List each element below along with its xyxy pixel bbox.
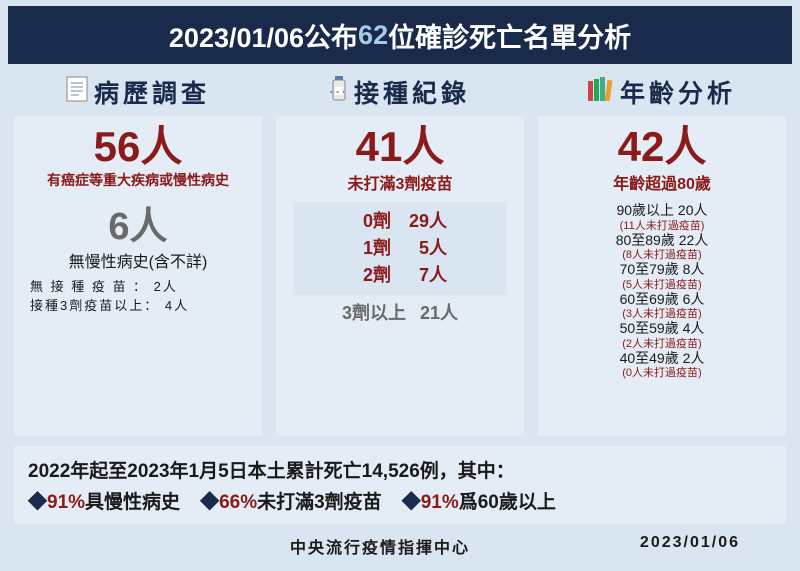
age-note: (8人未打過疫苗): [556, 249, 768, 261]
header-age: 年齡分析: [538, 74, 786, 110]
medical-sub-caption: 無慢性病史(含不詳): [24, 248, 252, 272]
col-medical: 56人 有癌症等重大疾病或慢性病史 6人 無慢性病史(含不詳) 無 接 種 疫 …: [14, 116, 262, 436]
age-row: 80至89歲 22人: [556, 232, 768, 250]
header-vaccine-text: 接種紀錄: [354, 74, 470, 110]
age-main-count: 42人: [548, 126, 776, 168]
age-row: 40至49歲 2人: [556, 350, 768, 368]
books-icon: [588, 77, 614, 108]
footer-date: 2023/01/06: [640, 534, 740, 558]
summary-item: ◆66%未打滿3劑疫苗: [200, 487, 382, 514]
col-vaccine: 41人 未打滿3劑疫苗 0劑29人 1劑5人 2劑7人 3劑以上 21人: [276, 116, 524, 436]
footer: 中央流行疫情指揮中心 2023/01/06: [0, 524, 800, 558]
summary-box: 2022年起至2023年1月5日本土累計死亡14,526例，其中： ◆91%具慢…: [14, 446, 786, 524]
age-main-caption: 年齡超過80歲: [548, 170, 776, 194]
medical-detail-1: 無 接 種 疫 苗 ： 2人: [24, 276, 252, 295]
header-age-text: 年齡分析: [620, 74, 736, 110]
age-row: 60至69歲 6人: [556, 291, 768, 309]
dose-row: 2劑7人: [294, 262, 506, 289]
dose-row: 1劑5人: [294, 235, 506, 262]
footer-org: 中央流行疫情指揮中心: [0, 534, 640, 558]
document-icon: [66, 76, 88, 109]
summary-item: ◆91%爲60歲以上: [402, 487, 556, 514]
age-note: (2人未打過疫苗): [556, 338, 768, 350]
age-note: (5人未打過疫苗): [556, 279, 768, 291]
age-note: (3人未打過疫苗): [556, 308, 768, 320]
title-count: 62: [358, 20, 388, 51]
title-suffix: 位確診死亡名單分析: [388, 16, 631, 55]
title-prefix: 2023/01/06公布: [169, 16, 358, 55]
age-row: 70至79歲 8人: [556, 261, 768, 279]
age-list: 90歲以上 20人 (11人未打過疫苗) 80至89歲 22人 (8人未打過疫苗…: [548, 202, 776, 380]
header-medical: 病歷調查: [14, 74, 262, 110]
summary-title: 2022年起至2023年1月5日本土累計死亡14,526例，其中：: [28, 456, 772, 483]
dose-box: 0劑29人 1劑5人 2劑7人: [294, 202, 506, 295]
vaccine-vial-icon: Vaccine: [330, 76, 348, 109]
medical-sub-count: 6人: [24, 208, 252, 246]
vaccine-main-count: 41人: [286, 126, 514, 168]
medical-detail-2: 接種3劑疫苗以上： 4人: [24, 295, 252, 314]
summary-item: ◆91%具慢性病史: [28, 487, 180, 514]
svg-text:Vaccine: Vaccine: [330, 89, 348, 94]
age-row: 90歲以上 20人: [556, 202, 768, 220]
vaccine-main-caption: 未打滿3劑疫苗: [286, 170, 514, 194]
dose-over3: 3劑以上 21人: [286, 299, 514, 325]
medical-main-count: 56人: [24, 126, 252, 168]
summary-row: ◆91%具慢性病史 ◆66%未打滿3劑疫苗 ◆91%爲60歲以上: [28, 487, 772, 514]
medical-main-caption: 有癌症等重大疾病或慢性病史: [24, 170, 252, 190]
col-age: 42人 年齡超過80歲 90歲以上 20人 (11人未打過疫苗) 80至89歲 …: [538, 116, 786, 436]
columns: 56人 有癌症等重大疾病或慢性病史 6人 無慢性病史(含不詳) 無 接 種 疫 …: [14, 116, 786, 436]
title-bar: 2023/01/06公布 62 位確診死亡名單分析: [8, 6, 792, 64]
dose-row: 0劑29人: [294, 208, 506, 235]
age-note: (11人未打過疫苗): [556, 220, 768, 232]
header-medical-text: 病歷調查: [94, 74, 210, 110]
age-note: (0人未打過疫苗): [556, 367, 768, 379]
section-headers: 病歷調查 Vaccine 接種紀錄 年齡分析: [14, 74, 786, 110]
header-vaccine: Vaccine 接種紀錄: [276, 74, 524, 110]
age-row: 50至59歲 4人: [556, 320, 768, 338]
